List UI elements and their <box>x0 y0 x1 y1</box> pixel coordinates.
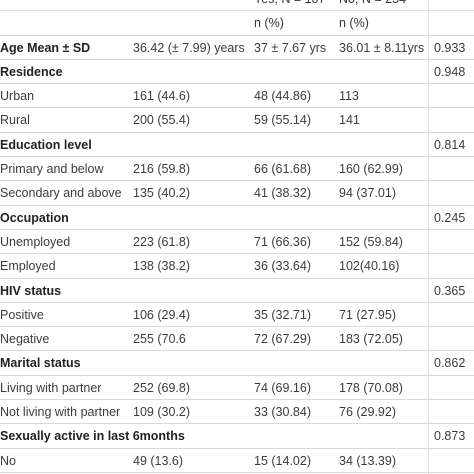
cell-p: 0.873 <box>434 429 466 444</box>
table-body: Age Mean ± SD 36.42 (± 7.99) years 37 ± 7.… <box>0 36 474 473</box>
table-row: Unemployed 223 (61.8) 71 (66.36) 152 (59.84… <box>0 230 474 255</box>
table-row: Education level 0.814 <box>0 133 474 158</box>
table-row: Positive 106 (29.4) 35 (32.71) 71 (27.95) <box>0 303 474 328</box>
cell-no: 141 <box>339 113 360 128</box>
cell-label: Marital status <box>0 356 81 371</box>
cell-label: Sexually active in last 6months <box>0 429 185 444</box>
cell-label: Rural <box>0 113 30 128</box>
cell-total: 161 (44.6) <box>133 89 190 104</box>
cell-yes: 41 (38.32) <box>254 186 311 201</box>
cell-yes: 72 (67.29) <box>254 332 311 347</box>
table-row: Marital status 0.862 <box>0 351 474 376</box>
cell-yes: 15 (14.02) <box>254 453 311 468</box>
cell-total: 216 (59.8) <box>133 162 190 177</box>
cell-total: 223 (61.8) <box>133 234 190 249</box>
header-no-unit: n (%) <box>339 16 369 31</box>
cell-yes: 74 (69.16) <box>254 380 311 395</box>
table-row: Rural 200 (55.4) 59 (55.14) 141 <box>0 108 474 133</box>
cell-total: 109 (30.2) <box>133 405 190 420</box>
cell-total: 255 (70.6 <box>133 332 186 347</box>
cell-yes: 71 (66.36) <box>254 234 311 249</box>
table-row: Residence 0.948 <box>0 60 474 85</box>
cell-label: Residence <box>0 64 63 79</box>
table-row: Urban 161 (44.6) 48 (44.86) 113 <box>0 84 474 109</box>
table-row: Secondary and above 135 (40.2) 41 (38.32) 9… <box>0 181 474 206</box>
cell-label: Primary and below <box>0 162 104 177</box>
cell-label: Negative <box>0 332 50 347</box>
cell-no: 36.01 ± 8.11yrs <box>339 40 425 55</box>
cell-label: Occupation <box>0 210 69 225</box>
cell-p: 0.814 <box>434 137 466 152</box>
cell-total: 200 (55.4) <box>133 113 190 128</box>
cell-label: Employed <box>0 259 56 274</box>
cell-no: 76 (29.92) <box>339 405 396 420</box>
cell-total: 36.42 (± 7.99) years <box>133 40 245 55</box>
cell-yes: 59 (55.14) <box>254 113 311 128</box>
cell-total: 138 (38.2) <box>133 259 190 274</box>
cell-label: Unemployed <box>0 234 71 249</box>
cell-yes: 33 (30.84) <box>254 405 311 420</box>
table-row: Age Mean ± SD 36.42 (± 7.99) years 37 ± 7.… <box>0 36 474 60</box>
table-row: Primary and below 216 (59.8) 66 (61.68) 160… <box>0 157 474 182</box>
cell-label: Living with partner <box>0 380 102 395</box>
cell-p: 0.365 <box>434 283 466 298</box>
cell-label: Education level <box>0 137 92 152</box>
cell-label: Age Mean ± SD <box>0 40 91 55</box>
table-row: Living with partner 252 (69.8) 74 (69.16) 1… <box>0 376 474 401</box>
cell-no: 113 <box>339 89 359 104</box>
cell-no: 152 (59.84) <box>339 234 403 249</box>
header-row-units: n (%) n (%) <box>0 11 474 36</box>
header-no: No, N = 254 <box>339 0 406 11</box>
table-row: Sexually active in last 6months 0.873 <box>0 424 474 449</box>
column-divider <box>428 0 429 474</box>
cell-yes: 66 (61.68) <box>254 162 311 177</box>
cell-total: 106 (29.4) <box>133 307 190 322</box>
cell-label: No <box>0 453 16 468</box>
cell-label: Secondary and above <box>0 186 122 201</box>
cell-label: Not living with partner <box>0 405 121 420</box>
cell-total: 135 (40.2) <box>133 186 190 201</box>
table-row: HIV status 0.365 <box>0 279 474 303</box>
table-row: Negative 255 (70.6 72 (67.29) 183 (72.05) <box>0 327 474 352</box>
cell-no: 94 (37.01) <box>339 186 396 201</box>
cell-p: 0.245 <box>434 210 466 225</box>
cell-no: 160 (62.99) <box>339 162 403 177</box>
cell-no: 183 (72.05) <box>339 332 403 347</box>
cell-no: 71 (27.95) <box>339 307 396 322</box>
cell-p: 0.862 <box>434 356 466 371</box>
cell-label: Positive <box>0 307 44 322</box>
cell-yes: 35 (32.71) <box>254 307 311 322</box>
table-row: Not living with partner 109 (30.2) 33 (30.… <box>0 400 474 425</box>
table-row: Employed 138 (38.2) 36 (33.64) 102(40.16) <box>0 254 474 279</box>
cell-yes: 37 ± 7.67 yrs <box>254 40 327 55</box>
table-row: No 49 (13.6) 15 (14.02) 34 (13.39) <box>0 449 474 473</box>
header-row-groups: Yes, N = 107 No, N = 254 <box>0 0 474 12</box>
cell-total: 252 (69.8) <box>133 380 190 395</box>
header-yes-unit: n (%) <box>254 16 284 31</box>
cell-p: 0.933 <box>434 40 466 55</box>
cell-no: 102(40.16) <box>339 259 400 274</box>
cell-no: 178 (70.08) <box>339 380 403 395</box>
cell-label: Urban <box>0 89 35 104</box>
cell-no: 34 (13.39) <box>339 453 396 468</box>
header-yes: Yes, N = 107 <box>254 0 325 11</box>
cell-yes: 36 (33.64) <box>254 259 311 274</box>
cell-yes: 48 (44.86) <box>254 89 311 104</box>
cell-label: HIV status <box>0 283 62 298</box>
cell-p: 0.948 <box>434 64 466 79</box>
cell-total: 49 (13.6) <box>133 453 184 468</box>
table-row: Occupation 0.245 <box>0 206 474 230</box>
